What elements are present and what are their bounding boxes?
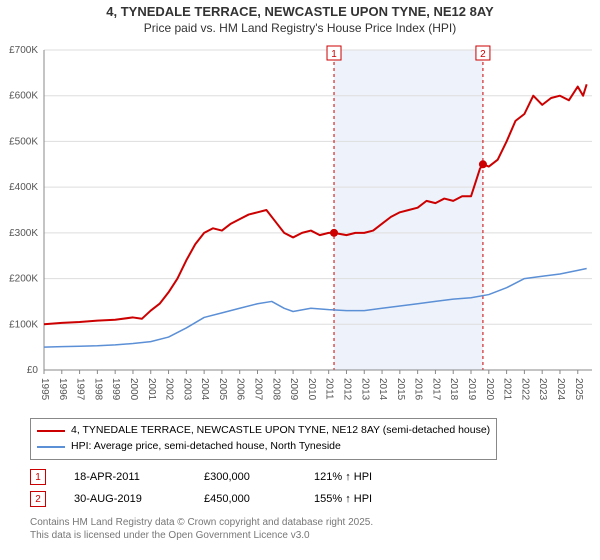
legend-item: 4, TYNEDALE TERRACE, NEWCASTLE UPON TYNE… <box>37 423 490 439</box>
legend-swatch <box>37 446 65 448</box>
svg-text:2010: 2010 <box>306 378 317 401</box>
svg-text:£100K: £100K <box>9 319 38 330</box>
svg-text:2002: 2002 <box>164 378 175 401</box>
svg-text:2011: 2011 <box>324 378 335 400</box>
svg-text:£700K: £700K <box>9 45 38 56</box>
svg-text:2022: 2022 <box>519 378 530 401</box>
chart-title-line1: 4, TYNEDALE TERRACE, NEWCASTLE UPON TYNE… <box>0 4 600 21</box>
svg-text:2023: 2023 <box>537 378 548 401</box>
svg-text:2005: 2005 <box>217 378 228 401</box>
sale-marker: 1 <box>30 469 46 485</box>
svg-text:2024: 2024 <box>555 378 566 401</box>
price-chart-svg: £0 £100K £200K £300K £400K £500K £600K £700K 199… <box>0 40 600 410</box>
sale-hpi: 155% ↑ HPI <box>314 493 424 505</box>
svg-text:2000: 2000 <box>128 378 139 401</box>
svg-text:2001: 2001 <box>146 378 157 401</box>
svg-text:2012: 2012 <box>341 378 352 401</box>
svg-text:2018: 2018 <box>448 378 459 401</box>
svg-text:1: 1 <box>331 49 337 60</box>
svg-text:2019: 2019 <box>466 378 477 401</box>
chart-title-line2: Price paid vs. HM Land Registry's House … <box>0 21 600 37</box>
sale-hpi: 121% ↑ HPI <box>314 471 424 483</box>
sale-row: 1 18-APR-2011£300,000121% ↑ HPI <box>30 466 424 488</box>
svg-text:2021: 2021 <box>502 378 513 401</box>
legend-swatch <box>37 430 65 432</box>
svg-text:2008: 2008 <box>270 378 281 401</box>
svg-text:2025: 2025 <box>573 378 584 401</box>
legend-label: HPI: Average price, semi-detached house,… <box>71 439 341 455</box>
footer-line1: Contains HM Land Registry data © Crown c… <box>30 516 373 529</box>
legend: 4, TYNEDALE TERRACE, NEWCASTLE UPON TYNE… <box>30 418 497 460</box>
svg-text:2006: 2006 <box>235 378 246 401</box>
svg-text:2003: 2003 <box>181 378 192 401</box>
svg-text:£0: £0 <box>27 365 39 376</box>
svg-text:£300K: £300K <box>9 228 38 239</box>
svg-text:1998: 1998 <box>92 378 103 401</box>
legend-item: HPI: Average price, semi-detached house,… <box>37 439 490 455</box>
sale-row: 2 30-AUG-2019£450,000155% ↑ HPI <box>30 488 424 510</box>
svg-text:2020: 2020 <box>484 378 495 401</box>
sale-date: 18-APR-2011 <box>74 471 204 483</box>
svg-text:£200K: £200K <box>9 274 38 285</box>
svg-text:2014: 2014 <box>377 378 388 401</box>
sale-price: £450,000 <box>204 493 314 505</box>
svg-text:1999: 1999 <box>110 378 121 401</box>
sale-date: 30-AUG-2019 <box>74 493 204 505</box>
sales-table: 1 18-APR-2011£300,000121% ↑ HPI 2 30-AUG-20… <box>30 466 424 510</box>
svg-text:£500K: £500K <box>9 136 38 147</box>
chart-title-block: 4, TYNEDALE TERRACE, NEWCASTLE UPON TYNE… <box>0 0 600 36</box>
svg-text:2016: 2016 <box>413 378 424 401</box>
svg-text:2009: 2009 <box>288 378 299 401</box>
svg-text:£600K: £600K <box>9 91 38 102</box>
chart-area: £0 £100K £200K £300K £400K £500K £600K £700K 199… <box>0 40 600 410</box>
footer-line2: This data is licensed under the Open Gov… <box>30 529 373 542</box>
svg-text:1995: 1995 <box>39 378 50 401</box>
svg-text:2: 2 <box>480 49 486 60</box>
footer-attribution: Contains HM Land Registry data © Crown c… <box>30 516 373 542</box>
svg-text:2004: 2004 <box>199 378 210 401</box>
legend-label: 4, TYNEDALE TERRACE, NEWCASTLE UPON TYNE… <box>71 423 490 439</box>
svg-text:2015: 2015 <box>395 378 406 401</box>
svg-text:2007: 2007 <box>253 378 264 401</box>
svg-text:2017: 2017 <box>430 378 441 401</box>
svg-text:1996: 1996 <box>57 378 68 401</box>
svg-text:1997: 1997 <box>75 378 86 401</box>
sale-price: £300,000 <box>204 471 314 483</box>
svg-text:£400K: £400K <box>9 182 38 193</box>
svg-text:2013: 2013 <box>359 378 370 401</box>
sale-marker: 2 <box>30 491 46 507</box>
